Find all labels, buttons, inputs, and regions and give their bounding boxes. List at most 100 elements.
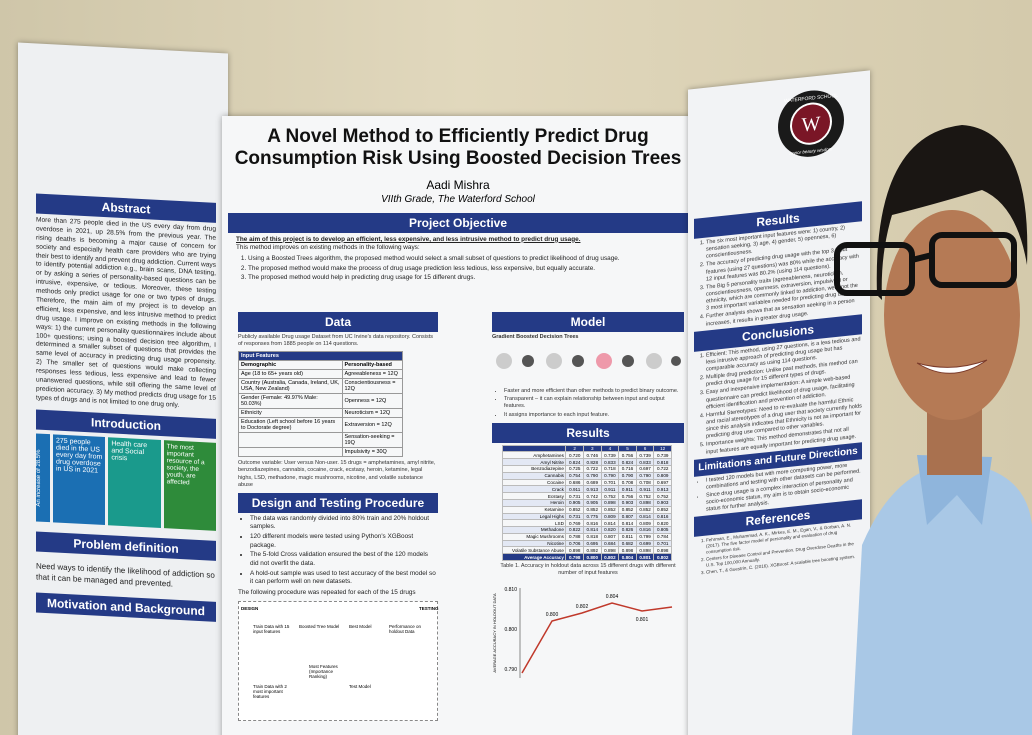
table-cell: Sensation-seeking = 19Q	[341, 432, 403, 449]
table-cell: 0.798	[565, 553, 584, 561]
objective-item: The proposed method would make the proce…	[248, 265, 680, 274]
table-cell: Legal Highs	[501, 512, 567, 521]
design-item: A hold-out sample was used to test accur…	[250, 570, 438, 587]
design-diagram: DESIGN TESTING Train Data with 15 input fe…	[238, 600, 439, 721]
results-caption: Table 1. Accuracy in holdout data across…	[500, 562, 676, 577]
table-cell	[501, 444, 567, 453]
table-cell: 0.742	[583, 492, 602, 500]
data-text: Publicly available Drug usage Dataset fr…	[238, 334, 434, 348]
table-cell: 0.811	[618, 532, 637, 541]
table-cell: Amphetamines	[501, 451, 567, 460]
table-cell: Neuroticism = 12Q	[341, 408, 403, 419]
problem-text: Need ways to identify the likelihood of …	[36, 561, 215, 589]
table-cell: 0.784	[653, 532, 672, 541]
table-cell: 0.752	[653, 492, 672, 500]
table-cell: 0.903	[653, 498, 672, 507]
table-cell: 0.804	[618, 553, 637, 561]
table-row: Impulsivity = 30Q	[238, 447, 403, 458]
table-cell: 0.807	[600, 532, 620, 541]
table-cell: 0.826	[618, 526, 637, 534]
objective: The aim of this project is to develop an…	[236, 236, 680, 283]
table-header: 5	[618, 444, 637, 453]
table-cell: 0.801	[635, 553, 655, 561]
table-cell: 0.731	[565, 512, 584, 521]
table-row: Benzodiazepine 0.725 0.722 0.718 0.716 0.697 0…	[501, 465, 672, 473]
section-heading: Data	[238, 312, 438, 332]
table-cell: 0.852	[635, 505, 655, 514]
table-cell: 0.892	[583, 546, 602, 555]
accuracy-line	[521, 602, 673, 674]
table-cell: 0.814	[600, 519, 620, 528]
table-header: 6	[635, 444, 655, 453]
table-cell: 0.701	[600, 478, 620, 487]
design-footer: The following procedure was repeated for…	[238, 588, 416, 596]
diagram-label: Performance on holdout Data	[389, 623, 422, 634]
intro-boxes: An increase of 28.5% 275 people died in …	[36, 433, 216, 531]
table-header: Personality-based	[341, 360, 403, 371]
table-cell: 0.682	[618, 539, 637, 548]
table-cell: 0.701	[653, 539, 672, 548]
table-cell: 0.752	[600, 492, 620, 500]
table-cell: 0.911	[635, 485, 655, 494]
table-row: Methadone 0.822 0.814 0.820 0.826 0.816 0.805	[501, 526, 672, 534]
table-cell: 0.807	[618, 512, 637, 521]
table-cell: 0.816	[583, 519, 602, 528]
intro-box: Health care and Social crisis	[108, 436, 161, 528]
table-cell: 0.852	[600, 505, 620, 514]
y-axis-title: AVERAGE ACCURACY IN HOLDOUT DATA	[492, 593, 497, 673]
section-heading: Motivation and Background	[36, 592, 216, 623]
diagram-label: Most Features (Importance Ranking)	[309, 663, 338, 679]
table-cell: Extraversion = 12Q	[341, 417, 403, 434]
table-cell: 0.756	[618, 451, 637, 460]
table-row: Sensation-seeking = 19Q	[238, 432, 403, 449]
table-row: Legal Highs 0.731 0.775 0.809 0.807 0.814 0.81…	[501, 512, 672, 521]
table-cell: Heroin	[501, 498, 567, 507]
table-row: Heroin 0.905 0.905 0.898 0.903 0.898 0.903	[501, 498, 672, 507]
table-cell: Country (Australia, Canada, Ireland, UK,…	[238, 378, 343, 395]
table-cell: 0.898	[635, 498, 655, 507]
diagram-label: Best Model	[349, 623, 372, 629]
outcome-text: Outcome variable: User versus Non-user. …	[238, 460, 436, 488]
table-cell: 0.809	[635, 519, 655, 528]
table-cell: 0.852	[653, 505, 672, 514]
features-table: Input Features Demographic Personality-ba…	[238, 351, 403, 458]
table-cell: Methadone	[501, 526, 567, 534]
hair	[876, 125, 1028, 300]
model-item: Transparent – it can explain relationshi…	[504, 396, 684, 410]
table-cell: 0.809	[600, 512, 620, 521]
table-row: Average Accuracy 0.798 0.800 0.802 0.804 0.80…	[501, 553, 672, 561]
table-cell: 0.790	[635, 471, 655, 480]
table-cell: Cocaine	[501, 478, 567, 487]
table-cell: 0.739	[600, 451, 620, 460]
table-cell: Impulsivity = 30Q	[341, 447, 403, 458]
table-row: Crack 0.911 0.913 0.911 0.911 0.911 0.913	[501, 485, 672, 494]
table-cell: 0.824	[565, 458, 584, 467]
table-cell: 0.718	[600, 465, 620, 473]
table-header: 4	[600, 444, 620, 453]
table-cell: Gender (Female: 49.97% Male: 50.03%)	[238, 393, 343, 410]
table-cell: 0.816	[653, 512, 672, 521]
table-cell: 0.805	[653, 526, 672, 534]
table-header: 12	[653, 444, 672, 453]
table-cell: Openness = 12Q	[341, 393, 403, 410]
affiliation: VIIth Grade, The Waterford School	[381, 193, 535, 205]
table-cell: Age (18 to 65+ years old)	[238, 369, 343, 380]
table-row: Ethnicity Neuroticism = 12Q	[238, 408, 403, 419]
table-header: 3	[583, 444, 602, 453]
table-row: Nicotine 0.706 0.695 0.684 0.682 0.699 0.701	[501, 539, 672, 548]
table-cell: 0.708	[618, 478, 637, 487]
diagram-label: DESIGN	[241, 605, 259, 611]
table-cell: Average Accuracy	[501, 553, 567, 561]
objective-item: Using a Boosted Trees algorithm, the pro…	[248, 255, 680, 264]
model-list: Faster and more efficient than other met…	[492, 388, 684, 419]
diagram-label: Boosted Tree Model	[299, 623, 340, 629]
table-cell: 0.898	[600, 498, 620, 507]
table-row: Age (18 to 65+ years old) Agreeableness =…	[238, 369, 403, 380]
table-cell: 0.822	[565, 526, 584, 534]
table-cell: 0.739	[653, 451, 672, 460]
table-cell	[238, 447, 343, 458]
table-cell: 0.722	[583, 465, 602, 473]
table-cell: Education (Left school before 16 years t…	[238, 417, 343, 434]
table-cell: Volatile Substance Abuse	[501, 546, 567, 555]
objective-list: Using a Boosted Trees algorithm, the pro…	[236, 255, 680, 283]
